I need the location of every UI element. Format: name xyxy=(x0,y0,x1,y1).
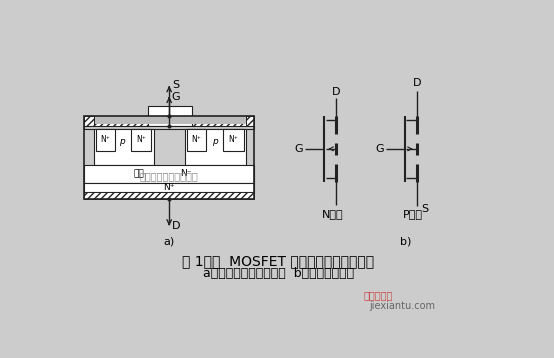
Text: a）内部结构断面示意图  b）电气图形符号: a）内部结构断面示意图 b）电气图形符号 xyxy=(203,267,354,280)
Text: 杭州将睽科技有限公司: 杭州将睽科技有限公司 xyxy=(140,171,198,181)
Bar xyxy=(85,116,254,199)
Bar xyxy=(94,116,246,124)
Text: G: G xyxy=(294,144,303,154)
Bar xyxy=(96,129,115,151)
Bar xyxy=(94,129,154,165)
Text: N⁺: N⁺ xyxy=(163,183,175,192)
Text: 电子发烧友: 电子发烧友 xyxy=(364,291,393,300)
Bar xyxy=(85,192,254,199)
Text: N⁺: N⁺ xyxy=(229,135,238,145)
Bar xyxy=(85,183,254,192)
Bar xyxy=(223,129,244,151)
Bar xyxy=(131,129,151,151)
Text: b): b) xyxy=(400,237,411,247)
Text: N⁻: N⁻ xyxy=(181,169,192,178)
Text: N⁺: N⁺ xyxy=(101,135,111,145)
Text: S: S xyxy=(421,203,428,213)
Text: 图 1功率  MOSFET 的结构和电气图形符号: 图 1功率 MOSFET 的结构和电气图形符号 xyxy=(182,254,375,268)
Text: 沟道: 沟道 xyxy=(134,169,144,178)
Text: P沟道: P沟道 xyxy=(403,209,423,219)
Text: jiexiantu.com: jiexiantu.com xyxy=(369,301,435,311)
Bar xyxy=(85,165,254,183)
Bar xyxy=(187,129,206,151)
Text: N沟道: N沟道 xyxy=(322,209,343,219)
Text: p: p xyxy=(212,137,218,146)
Text: D: D xyxy=(332,87,341,97)
Bar xyxy=(85,116,254,126)
Text: G: G xyxy=(375,144,384,154)
Text: G: G xyxy=(172,92,181,102)
Text: N⁺: N⁺ xyxy=(192,135,202,145)
Text: S: S xyxy=(172,80,179,90)
Bar xyxy=(85,116,94,126)
Text: N⁺: N⁺ xyxy=(136,135,146,145)
Text: p: p xyxy=(119,137,125,146)
Bar xyxy=(246,116,254,126)
Bar xyxy=(85,126,254,129)
Bar xyxy=(147,106,192,126)
Text: D: D xyxy=(413,78,422,88)
Text: a): a) xyxy=(163,237,175,247)
Bar xyxy=(184,129,246,165)
Text: D: D xyxy=(172,221,181,231)
